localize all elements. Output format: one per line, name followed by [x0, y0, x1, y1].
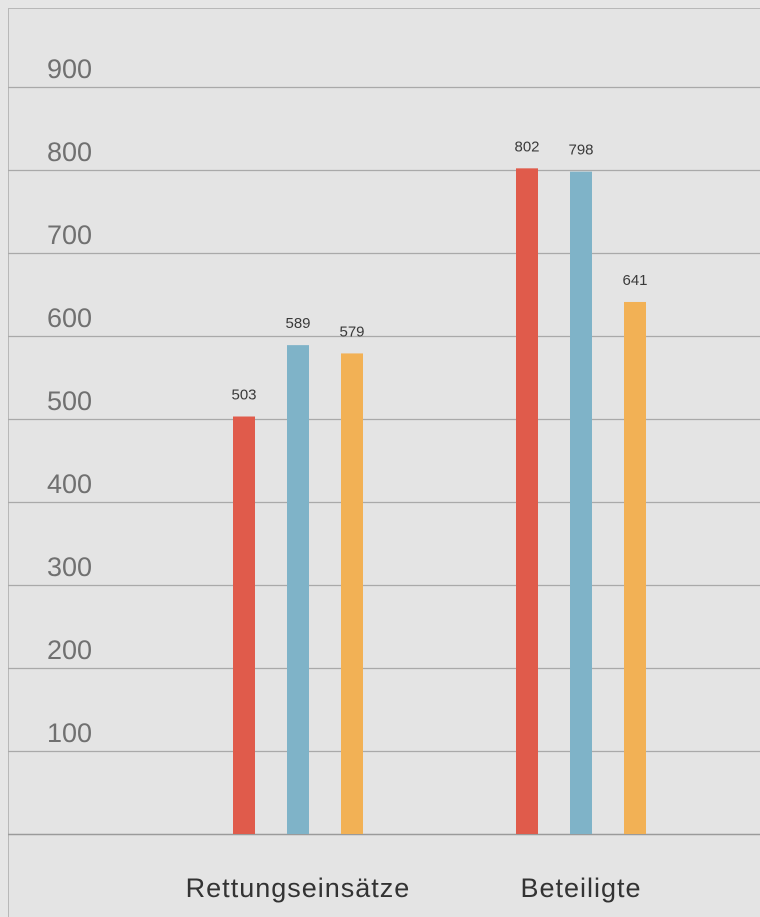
y-tick-label: 400: [47, 469, 92, 499]
y-tick-label: 100: [47, 718, 92, 748]
y-tick-label: 300: [47, 552, 92, 582]
category-label: Rettungseinsätze: [186, 873, 411, 903]
y-tick-label: 700: [47, 220, 92, 250]
y-tick-label: 200: [47, 635, 92, 665]
y-tick-label: 800: [47, 137, 92, 167]
data-label: 641: [622, 272, 647, 289]
bar: [624, 301, 646, 835]
bar: [233, 416, 255, 834]
category-label: Beteiligte: [520, 873, 641, 903]
bar: [570, 171, 592, 834]
y-tick-label: 900: [47, 54, 92, 84]
data-label: 802: [514, 138, 539, 155]
bar: [516, 168, 538, 835]
data-label: 589: [285, 315, 310, 332]
bar: [287, 345, 309, 834]
data-label: 798: [568, 142, 593, 159]
data-label: 503: [231, 387, 256, 404]
y-tick-label: 500: [47, 386, 92, 416]
data-label: 579: [339, 323, 364, 340]
bar: [341, 353, 363, 834]
y-tick-label: 600: [47, 303, 92, 333]
